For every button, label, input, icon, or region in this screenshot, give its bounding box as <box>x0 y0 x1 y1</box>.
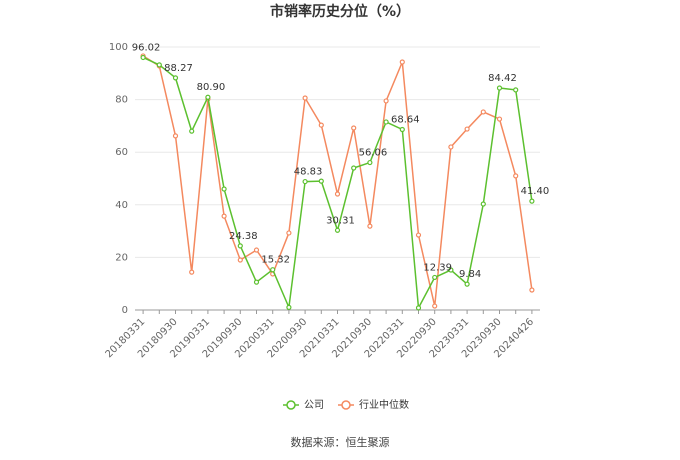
point <box>334 191 341 197</box>
legend-marker <box>341 400 351 410</box>
point <box>253 247 260 253</box>
point <box>529 198 535 204</box>
point <box>513 173 519 179</box>
point <box>286 304 292 310</box>
y-tick-label: 60 <box>115 147 128 158</box>
data-label: 96.02 <box>132 42 161 53</box>
y-tick-label: 100 <box>109 42 128 53</box>
legend-label: 行业中位数 <box>359 398 409 411</box>
point <box>529 287 535 293</box>
data-label: 56.06 <box>359 148 388 159</box>
chart-title: 市销率历史分位（%） <box>270 3 410 20</box>
point <box>480 201 486 207</box>
source: 数据来源：恒生聚源 <box>291 435 390 449</box>
point <box>448 144 454 150</box>
data-label: 48.83 <box>294 167 323 178</box>
point <box>189 128 195 134</box>
point <box>383 119 389 125</box>
data-label: 84.42 <box>488 73 517 84</box>
point <box>286 230 292 236</box>
point <box>156 62 162 68</box>
point <box>172 75 179 81</box>
data-label: 24.38 <box>229 231 258 242</box>
point <box>205 94 211 100</box>
point <box>496 116 503 122</box>
point <box>318 178 324 184</box>
point <box>221 186 227 192</box>
point <box>334 227 341 233</box>
data-label: 30.31 <box>326 215 355 226</box>
point <box>367 223 373 229</box>
point <box>383 98 389 104</box>
point <box>318 122 324 128</box>
point <box>448 267 454 273</box>
point <box>480 109 486 115</box>
data-label: 80.90 <box>197 82 226 93</box>
point <box>221 213 227 219</box>
point <box>270 267 276 273</box>
point <box>172 133 179 139</box>
point <box>367 159 373 166</box>
point <box>302 178 308 185</box>
legend-marker <box>286 400 296 410</box>
point <box>513 87 519 93</box>
point <box>415 232 422 238</box>
data-label: 15.32 <box>261 255 290 266</box>
point <box>237 257 243 263</box>
y-tick-label: 0 <box>122 305 128 316</box>
y-tick-label: 20 <box>115 252 128 263</box>
point <box>432 274 438 281</box>
point <box>140 54 146 61</box>
data-label: 88.27 <box>164 63 193 74</box>
y-tick-label: 40 <box>115 200 128 211</box>
point <box>237 243 243 249</box>
point <box>464 281 470 287</box>
legend-label: 公司 <box>304 400 324 411</box>
data-label: 68.64 <box>391 114 420 125</box>
point <box>253 279 260 285</box>
point <box>399 126 405 133</box>
point <box>464 126 470 132</box>
point <box>351 165 357 171</box>
point <box>496 85 503 91</box>
point <box>432 303 438 309</box>
data-label: 12.39 <box>423 262 452 273</box>
point <box>302 95 308 101</box>
point <box>351 125 357 131</box>
point <box>189 269 195 275</box>
y-tick-label: 80 <box>115 95 128 106</box>
point <box>415 305 422 311</box>
point <box>399 59 405 65</box>
data-label: 9.84 <box>459 269 481 280</box>
data-label: 41.40 <box>521 186 550 197</box>
